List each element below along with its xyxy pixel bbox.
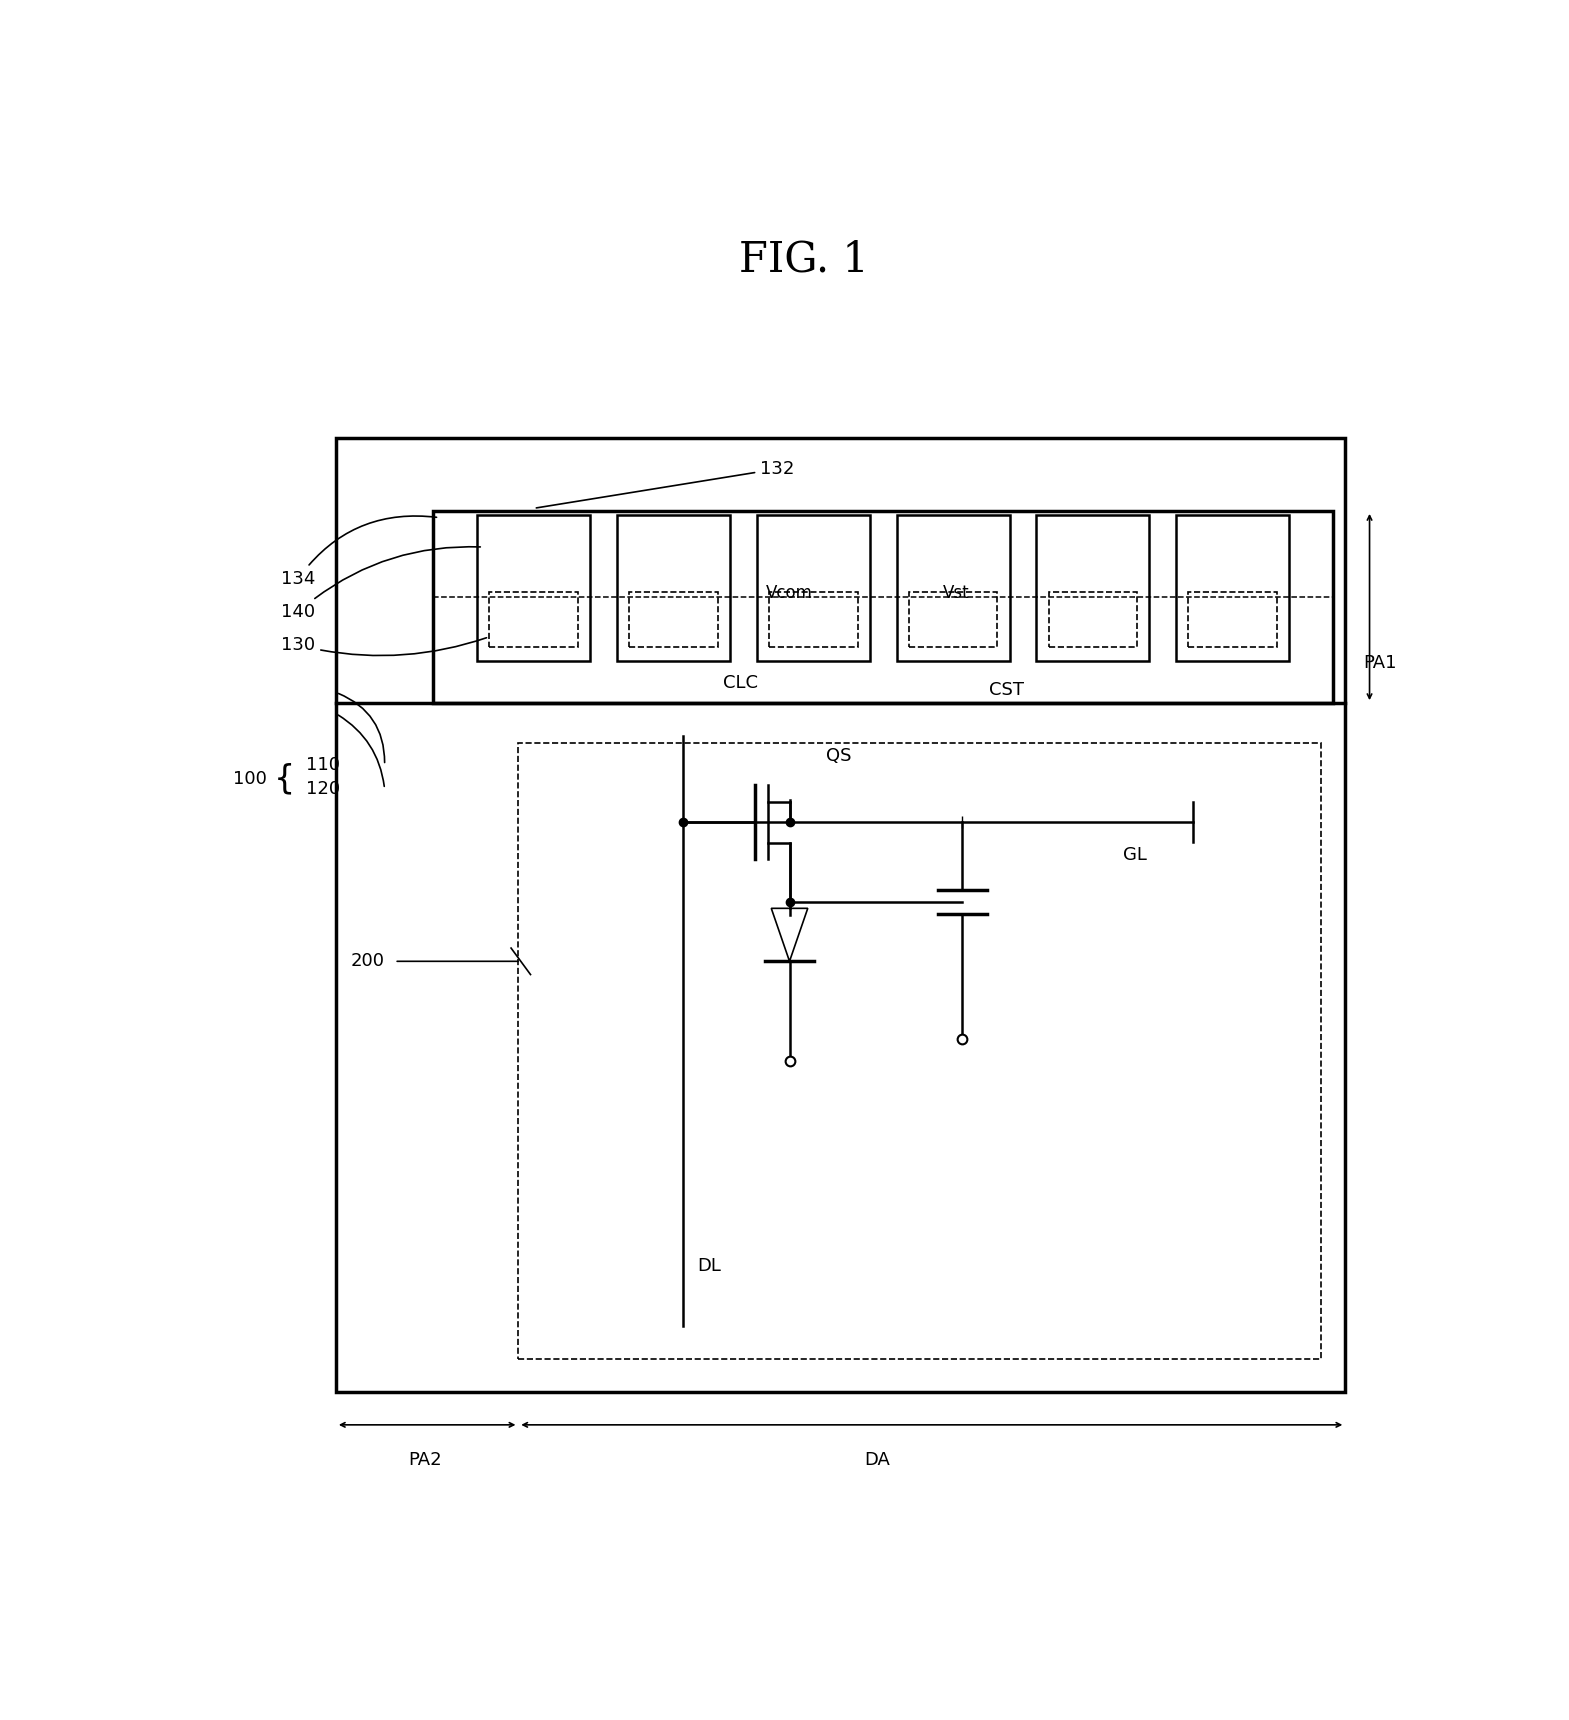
Text: Vcom: Vcom [766,583,813,602]
Bar [1048,592,1138,647]
Text: Vst: Vst [943,583,970,602]
Bar [477,514,590,660]
Bar [617,514,730,660]
Text: 100: 100 [232,769,267,788]
Bar [769,592,858,647]
Text: QS: QS [825,746,852,765]
Text: PA1: PA1 [1363,654,1396,673]
Bar [336,439,1345,1391]
Bar [433,511,1334,703]
Text: 110: 110 [306,757,339,774]
Bar [518,743,1321,1359]
Text: DA: DA [865,1452,890,1469]
Bar [756,514,869,660]
Text: 200: 200 [350,953,384,970]
Bar [1188,592,1277,647]
Text: 140: 140 [281,547,480,621]
Text: 132: 132 [537,459,794,507]
Text: CLC: CLC [723,674,758,691]
Bar [908,592,998,647]
Text: 130: 130 [281,636,486,655]
Bar [629,592,717,647]
Text: FIG. 1: FIG. 1 [739,239,869,280]
Text: 120: 120 [306,781,339,798]
Bar [1177,514,1290,660]
Text: PA2: PA2 [408,1452,441,1469]
Text: 134: 134 [281,516,436,588]
Text: {: { [275,762,295,795]
Text: DL: DL [697,1257,722,1275]
Text: GL: GL [1123,846,1147,865]
Bar [896,514,1009,660]
Bar [1037,514,1150,660]
Bar [490,592,577,647]
Text: CST: CST [988,681,1025,698]
